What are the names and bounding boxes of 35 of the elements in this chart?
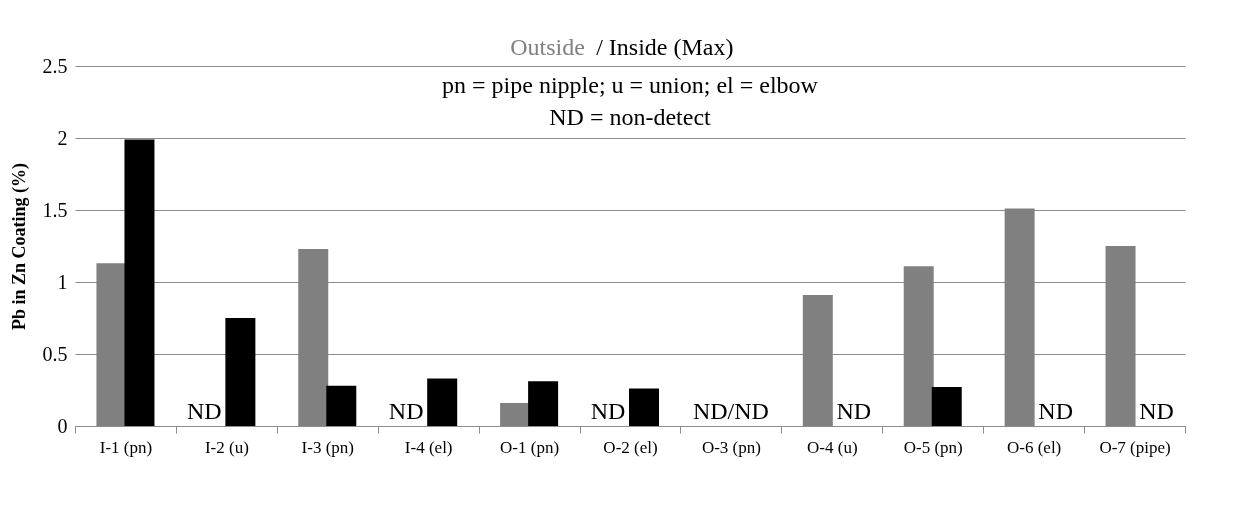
y-tick-label: 1 bbox=[57, 270, 68, 293]
annotation: ND bbox=[590, 398, 626, 424]
bar bbox=[326, 385, 357, 426]
x-tick-label: O-1 (pn) bbox=[500, 437, 560, 457]
x-tick-label: O-6 (el) bbox=[1007, 437, 1062, 457]
annotation: ND/ND bbox=[692, 398, 769, 424]
y-tick-label: 0.5 bbox=[42, 342, 68, 365]
annotation: pn = pipe nipple; u = union; el = elbow bbox=[442, 72, 819, 98]
x-tick-label: O-3 (pn) bbox=[701, 437, 761, 457]
x-tick-label: O-7 (pipe) bbox=[1099, 437, 1171, 457]
annotation: ND bbox=[1038, 398, 1073, 424]
y-tick-label: 1.5 bbox=[42, 198, 68, 221]
y-axis-title: Pb in Zn Coating (%) bbox=[8, 162, 30, 331]
annotation: ND = non-detect bbox=[549, 104, 712, 130]
x-tick-label: I-1 (pn) bbox=[99, 437, 153, 457]
y-tick-label: 0 bbox=[57, 414, 68, 437]
x-tick-label: O-2 (el) bbox=[603, 437, 658, 457]
annotation: ND bbox=[1139, 398, 1174, 424]
y-tick-label: 2.5 bbox=[42, 54, 68, 77]
bar bbox=[427, 378, 458, 426]
x-tick-label: O-4 (u) bbox=[807, 437, 858, 457]
bar bbox=[629, 388, 660, 426]
chart-title: Outside / Inside (Max) bbox=[510, 34, 734, 60]
y-tick-label: 2 bbox=[57, 126, 68, 149]
x-tick-label: I-3 (pn) bbox=[301, 437, 354, 457]
annotation: ND bbox=[836, 398, 872, 424]
annotation: ND bbox=[388, 398, 424, 424]
bar bbox=[124, 139, 155, 426]
bar bbox=[528, 381, 559, 426]
x-tick-label: O-5 (pn) bbox=[903, 437, 963, 457]
x-tick-label: I-2 (u) bbox=[204, 437, 249, 457]
bar bbox=[931, 387, 962, 426]
annotation: ND bbox=[187, 398, 222, 424]
x-tick-label: I-4 (el) bbox=[404, 437, 453, 457]
bar bbox=[225, 318, 256, 426]
